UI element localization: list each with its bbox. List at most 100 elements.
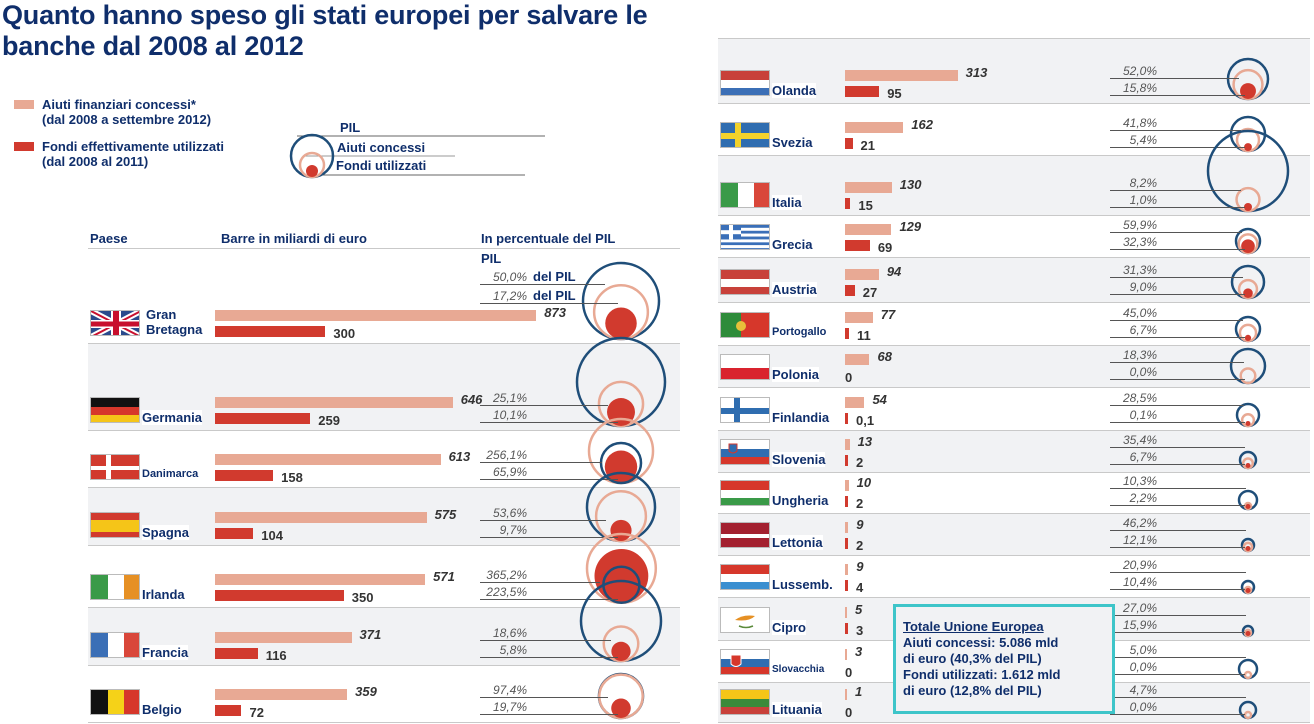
value-granted: 313: [965, 65, 988, 80]
flag-hu-icon: [720, 480, 770, 506]
country-row-irlanda: [88, 546, 680, 608]
totale-line2: di euro (40,3% del PIL): [903, 651, 1042, 666]
leader-used: [480, 537, 618, 538]
pil-circle: [1206, 129, 1290, 213]
flag-pt-icon: [720, 312, 770, 338]
pct-granted: 20,9%: [1122, 558, 1157, 572]
value-granted: 130: [899, 177, 922, 192]
granted-circle: [594, 489, 648, 543]
pct-granted: 18,6%: [492, 626, 527, 640]
leader-used: [1110, 147, 1245, 148]
used-circle: [594, 549, 648, 603]
leader-used: [1110, 632, 1245, 633]
pct-used: 5,4%: [1129, 133, 1157, 147]
flag-si-icon: [720, 439, 770, 465]
value-granted: 873: [544, 305, 566, 320]
country-name: Belgio: [142, 702, 182, 717]
granted-circle: [597, 380, 645, 428]
bar-used: [845, 623, 848, 634]
pil-circles: [1230, 264, 1266, 300]
value-used: 2: [856, 455, 864, 470]
value-used: 4: [856, 580, 864, 595]
bar-used: [845, 198, 851, 209]
pct-granted: 28,5%: [1122, 391, 1157, 405]
value-used: 300: [333, 326, 356, 341]
legend-circles: PIL Aiuti concessi Fondi utilizzati: [285, 112, 545, 182]
pil-circle: [1229, 347, 1267, 385]
bar-granted: [845, 522, 849, 533]
bar-granted: [845, 182, 892, 193]
bar-granted: [845, 480, 849, 491]
value-granted: 68: [877, 349, 892, 364]
value-granted: 3: [855, 644, 863, 659]
value-used: 15: [858, 198, 873, 213]
bar-used: [845, 240, 870, 251]
pct-granted: 97,4%: [492, 683, 527, 697]
flag-lu-icon: [720, 564, 770, 590]
bar-used: [215, 590, 344, 601]
value-granted: 77: [880, 307, 896, 322]
bar-used: [845, 328, 849, 339]
leader-granted: [480, 640, 611, 641]
pil-circles: [1238, 700, 1258, 720]
leader-granted: [1110, 362, 1244, 363]
pil-circles: [1235, 402, 1261, 428]
pil-circles: [581, 261, 661, 341]
leader-granted: [1110, 657, 1247, 658]
bar-used: [845, 580, 848, 591]
country-name: Gran Bretagna: [146, 307, 221, 337]
bar-used: [845, 538, 848, 549]
flag-lv-icon: [720, 522, 770, 548]
leader-granted: [480, 462, 602, 463]
value-used: 69: [877, 240, 893, 255]
value-used: 0: [845, 665, 853, 680]
leader-granted: [1110, 488, 1247, 489]
flag-de-icon: [90, 397, 140, 423]
pil-circles: [1240, 579, 1256, 595]
country-name: Ungheria: [772, 493, 829, 508]
value-used: 21: [860, 138, 876, 153]
gb-granted-del-pil: del PIL: [533, 269, 576, 284]
country-row-svezia: [718, 104, 1310, 156]
bar-used: [845, 413, 848, 424]
pct-used: 12,1%: [1122, 533, 1157, 547]
legend-used-swatch: [14, 142, 34, 151]
value-used: 116: [265, 648, 287, 663]
pil-circles: [1234, 227, 1262, 255]
country-name: Slovenia: [772, 452, 826, 467]
leader-granted: [1110, 615, 1247, 616]
pil-circles: [1206, 129, 1290, 213]
pil-circles: [575, 336, 667, 428]
pct-granted: 4,7%: [1129, 683, 1157, 697]
bar-granted: [215, 689, 348, 700]
bar-granted: [845, 70, 958, 81]
leader-used: [1110, 422, 1245, 423]
country-name: Lituania: [772, 702, 822, 717]
pct-used: 9,0%: [1129, 280, 1157, 294]
flag-gr-icon: [720, 224, 770, 250]
value-used: 259: [318, 413, 340, 428]
pct-used: 0,1%: [1129, 408, 1157, 422]
flag-at-icon: [720, 269, 770, 295]
leader-granted: [480, 582, 601, 583]
pct-used: 10,1%: [492, 408, 527, 422]
bar-granted: [215, 574, 426, 585]
leader-used: [480, 303, 618, 304]
bar-used: [215, 470, 274, 481]
granted-circle: [1232, 68, 1264, 101]
country-name: Germania: [142, 410, 202, 425]
leader-used: [1110, 714, 1245, 715]
country-row-olanda: [718, 39, 1310, 104]
used-circle: [1244, 334, 1252, 341]
legend-granted: Aiuti finanziari concessi* (dal 2008 a s…: [14, 97, 211, 127]
legend-used: Fondi effettivamente utilizzati (dal 200…: [14, 139, 224, 169]
pct-granted: 8,2%: [1129, 176, 1157, 190]
granted-circle: [602, 625, 640, 663]
used-circle: [1245, 421, 1251, 426]
leader-used: [1110, 294, 1245, 295]
leader-granted: [480, 284, 605, 285]
leader-granted: [1110, 130, 1242, 131]
leader-used: [1110, 464, 1245, 465]
bar-used: [215, 413, 311, 424]
value-granted: 10: [856, 475, 872, 490]
